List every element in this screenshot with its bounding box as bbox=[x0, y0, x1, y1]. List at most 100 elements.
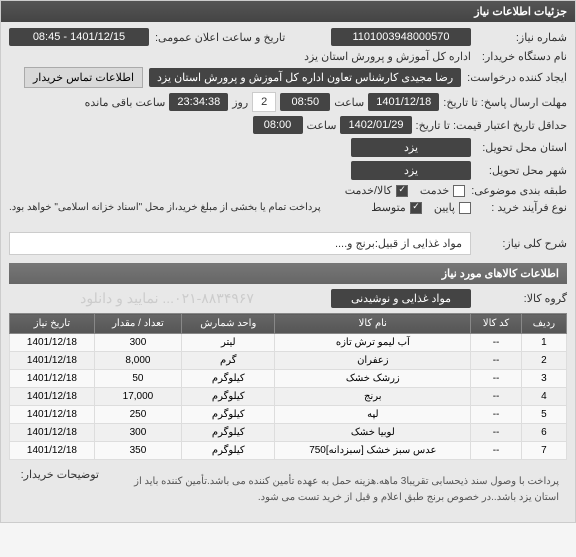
table-cell: 5 bbox=[521, 406, 566, 424]
table-cell: 250 bbox=[94, 406, 181, 424]
loc-label: استان محل تحویل: bbox=[477, 141, 567, 154]
table-cell: -- bbox=[471, 370, 522, 388]
loc-value: یزد bbox=[351, 138, 471, 157]
remain-value: 23:34:38 bbox=[169, 93, 228, 111]
details-panel: جزئیات اطلاعات نیاز شماره نیاز: 11010039… bbox=[0, 0, 576, 523]
city-label: شهر محل تحویل: bbox=[477, 164, 567, 177]
buyer-note-label: توضیحات خریدار: bbox=[9, 468, 99, 481]
creator-label: ایجاد کننده درخواست: bbox=[467, 71, 567, 84]
table-header: تاریخ نیاز bbox=[10, 314, 95, 334]
table-cell: -- bbox=[471, 334, 522, 352]
table-row: 5--لپهکیلوگرم2501401/12/18 bbox=[10, 406, 567, 424]
time-label-1: ساعت bbox=[334, 96, 364, 109]
table-cell: زرشک خشک bbox=[275, 370, 471, 388]
table-cell: 1 bbox=[521, 334, 566, 352]
table-row: 2--زعفرانگرم8,0001401/12/18 bbox=[10, 352, 567, 370]
table-cell: 7 bbox=[521, 442, 566, 460]
days-label: روز bbox=[232, 96, 248, 109]
table-cell: لیتر bbox=[182, 334, 275, 352]
table-cell: لوبیا خشک bbox=[275, 424, 471, 442]
table-header: تعداد / مقدار bbox=[94, 314, 181, 334]
buyer-note: پرداخت با وصول سند ذیحسابی تقریبا3 ماهه.… bbox=[105, 468, 567, 512]
table-cell: 50 bbox=[94, 370, 181, 388]
table-row: 3--زرشک خشککیلوگرم501401/12/18 bbox=[10, 370, 567, 388]
buyer-label: نام دستگاه خریدار: bbox=[477, 50, 567, 63]
table-cell: کیلوگرم bbox=[182, 388, 275, 406]
valid-time: 08:00 bbox=[253, 116, 303, 134]
table-cell: کیلوگرم bbox=[182, 370, 275, 388]
table-header: واحد شمارش bbox=[182, 314, 275, 334]
table-cell: 6 bbox=[521, 424, 566, 442]
group-label: گروه کالا: bbox=[477, 292, 567, 305]
table-cell: 1401/12/18 bbox=[10, 370, 95, 388]
table-cell: -- bbox=[471, 388, 522, 406]
table-header: کد کالا bbox=[471, 314, 522, 334]
table-row: 6--لوبیا خشککیلوگرم3001401/12/18 bbox=[10, 424, 567, 442]
table-cell: 1401/12/18 bbox=[10, 334, 95, 352]
table-header: نام کالا bbox=[275, 314, 471, 334]
table-cell: 1401/12/18 bbox=[10, 424, 95, 442]
table-cell: -- bbox=[471, 406, 522, 424]
table-cell: 300 bbox=[94, 424, 181, 442]
table-cell: 1401/12/18 bbox=[10, 442, 95, 460]
announce-label: تاریخ و ساعت اعلان عمومی: bbox=[155, 31, 285, 44]
watermark-text: ۰۲۱-۸۸۳۴۹۶۷... نمایید و دانلود bbox=[9, 288, 325, 309]
table-cell: 3 bbox=[521, 370, 566, 388]
table-cell: -- bbox=[471, 352, 522, 370]
table-cell: -- bbox=[471, 442, 522, 460]
table-cell: 2 bbox=[521, 352, 566, 370]
creator-value: رضا مجیدی کارشناس تعاون اداره کل آموزش و… bbox=[149, 68, 461, 87]
table-cell: 300 bbox=[94, 334, 181, 352]
goods-header: اطلاعات کالاهای مورد نیاز bbox=[9, 263, 567, 284]
table-cell: لپه bbox=[275, 406, 471, 424]
table-cell: کیلوگرم bbox=[182, 406, 275, 424]
process-label: نوع فرآیند خرید : bbox=[477, 201, 567, 214]
city-value: یزد bbox=[351, 161, 471, 180]
table-cell: عدس سبز خشک [سبزدانه]750 bbox=[275, 442, 471, 460]
deadline-label: مهلت ارسال پاسخ: تا تاریخ: bbox=[443, 96, 567, 109]
table-row: 1--آب لیمو ترش تازهلیتر3001401/12/18 bbox=[10, 334, 567, 352]
table-cell: 1401/12/18 bbox=[10, 388, 95, 406]
process-low-checkbox[interactable] bbox=[459, 202, 471, 214]
table-cell: 17,000 bbox=[94, 388, 181, 406]
days-value: 2 bbox=[252, 92, 276, 112]
table-cell: 8,000 bbox=[94, 352, 181, 370]
contact-button[interactable]: اطلاعات تماس خریدار bbox=[24, 67, 143, 88]
table-cell: 1401/12/18 bbox=[10, 352, 95, 370]
deadline-time: 08:50 bbox=[280, 93, 330, 111]
table-cell: 4 bbox=[521, 388, 566, 406]
table-cell: -- bbox=[471, 424, 522, 442]
valid-date: 1402/01/29 bbox=[340, 116, 411, 134]
table-cell: 350 bbox=[94, 442, 181, 460]
desc-label: شرح کلی نیاز: bbox=[477, 237, 567, 250]
table-row: 7--عدس سبز خشک [سبزدانه]750کیلوگرم350140… bbox=[10, 442, 567, 460]
panel-title: جزئیات اطلاعات نیاز bbox=[1, 1, 575, 22]
table-cell: 1401/12/18 bbox=[10, 406, 95, 424]
goods-table: ردیفکد کالانام کالاواحد شمارشتعداد / مقد… bbox=[9, 313, 567, 460]
table-cell: کیلوگرم bbox=[182, 442, 275, 460]
cat-goods-label: کالا/خدمت bbox=[345, 184, 392, 197]
cat-goods-checkbox[interactable] bbox=[396, 185, 408, 197]
desc-value: مواد غذایی از قبیل:برنج و.... bbox=[9, 232, 471, 255]
req-no-value: 1101003948000570 bbox=[331, 28, 471, 46]
announce-value: 1401/12/15 - 08:45 bbox=[9, 28, 149, 46]
process-low-label: پایین bbox=[434, 201, 455, 214]
table-row: 4--برنجکیلوگرم17,0001401/12/18 bbox=[10, 388, 567, 406]
process-mid-checkbox[interactable] bbox=[410, 202, 422, 214]
group-value: مواد غذایی و نوشیدنی bbox=[331, 289, 471, 308]
buyer-value: اداره کل آموزش و پرورش استان یزد bbox=[304, 50, 471, 63]
remain-label: ساعت باقی مانده bbox=[85, 96, 166, 109]
deadline-date: 1401/12/18 bbox=[368, 93, 439, 111]
table-cell: کیلوگرم bbox=[182, 424, 275, 442]
time-label-2: ساعت bbox=[307, 119, 337, 132]
cat-service-label: خدمت bbox=[420, 184, 449, 197]
table-cell: زعفران bbox=[275, 352, 471, 370]
valid-label: حداقل تاریخ اعتبار قیمت: تا تاریخ: bbox=[416, 119, 567, 132]
req-no-label: شماره نیاز: bbox=[477, 31, 567, 44]
cat-label: طبقه بندی موضوعی: bbox=[471, 184, 567, 197]
table-cell: برنج bbox=[275, 388, 471, 406]
process-note: پرداخت تمام یا بخشی از مبلغ خرید،از محل … bbox=[9, 202, 321, 213]
process-mid-label: متوسط bbox=[371, 201, 406, 214]
table-header: ردیف bbox=[521, 314, 566, 334]
cat-service-checkbox[interactable] bbox=[453, 185, 465, 197]
